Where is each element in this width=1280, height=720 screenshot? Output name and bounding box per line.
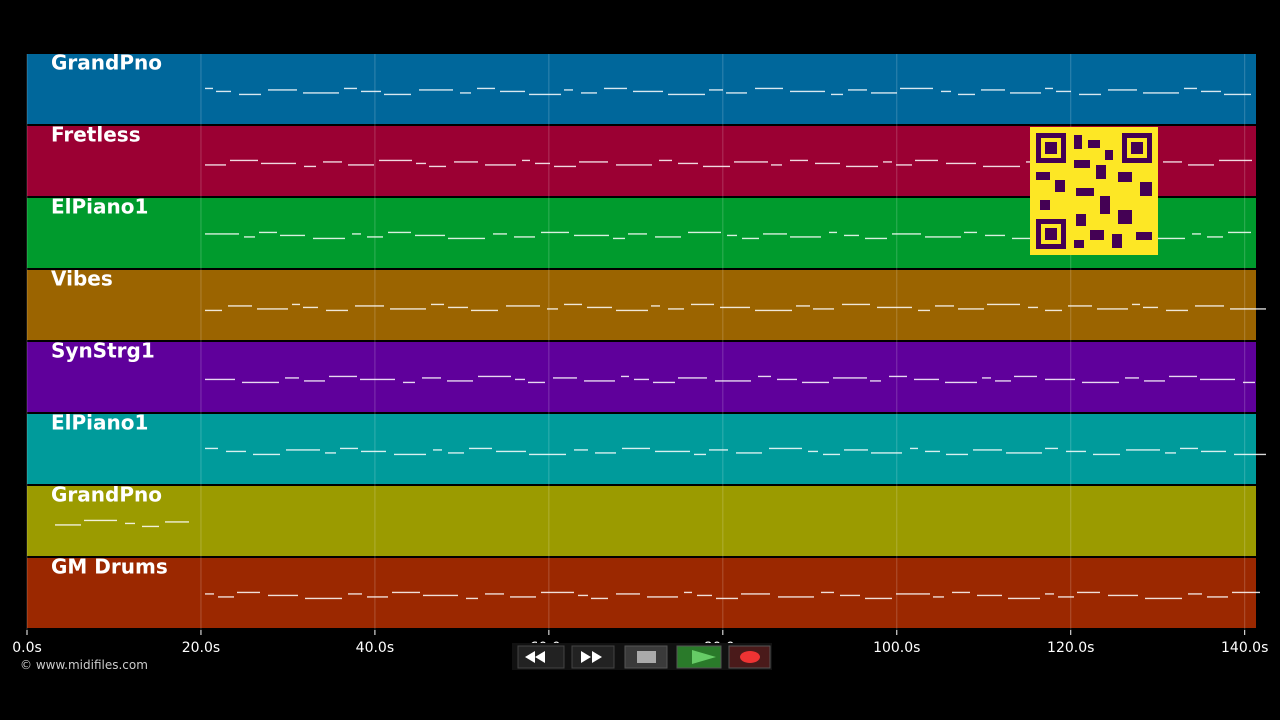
x-tick-label: 40.0s [356,640,394,656]
track-lane [27,486,1256,556]
qr-code [1030,127,1158,255]
x-tick-label: 0.0s [12,640,42,656]
x-tick-label: 140.0s [1221,640,1268,656]
note-trace [205,447,1266,456]
track-name: GM Drums [51,555,168,579]
transport-controls [512,643,772,670]
note-trace [205,591,1260,600]
x-tick-label: 100.0s [873,640,920,656]
copyright: © www.midifiles.com [20,658,148,672]
note-trace [205,375,1255,384]
track-name: ElPiano1 [51,195,148,219]
rewind-button[interactable] [517,645,565,669]
track-name: GrandPno [51,51,162,75]
notes [55,87,1266,600]
note-trace [55,519,189,528]
stop-button[interactable] [624,645,668,669]
record-button[interactable] [728,645,771,669]
track-lane [27,270,1256,340]
play-button[interactable] [676,645,722,669]
track-name: ElPiano1 [51,411,148,435]
track-name: Vibes [51,267,113,291]
track-name: Fretless [51,123,141,147]
fast-forward-button[interactable] [571,645,615,669]
note-trace [205,303,1266,312]
track-name: SynStrg1 [51,339,155,363]
note-trace [205,87,1251,96]
x-tick-label: 120.0s [1047,640,1094,656]
track-lane [27,558,1256,628]
x-tick-label: 20.0s [182,640,220,656]
track-name: GrandPno [51,483,162,507]
grid [26,54,1246,635]
track-lane [27,342,1256,412]
